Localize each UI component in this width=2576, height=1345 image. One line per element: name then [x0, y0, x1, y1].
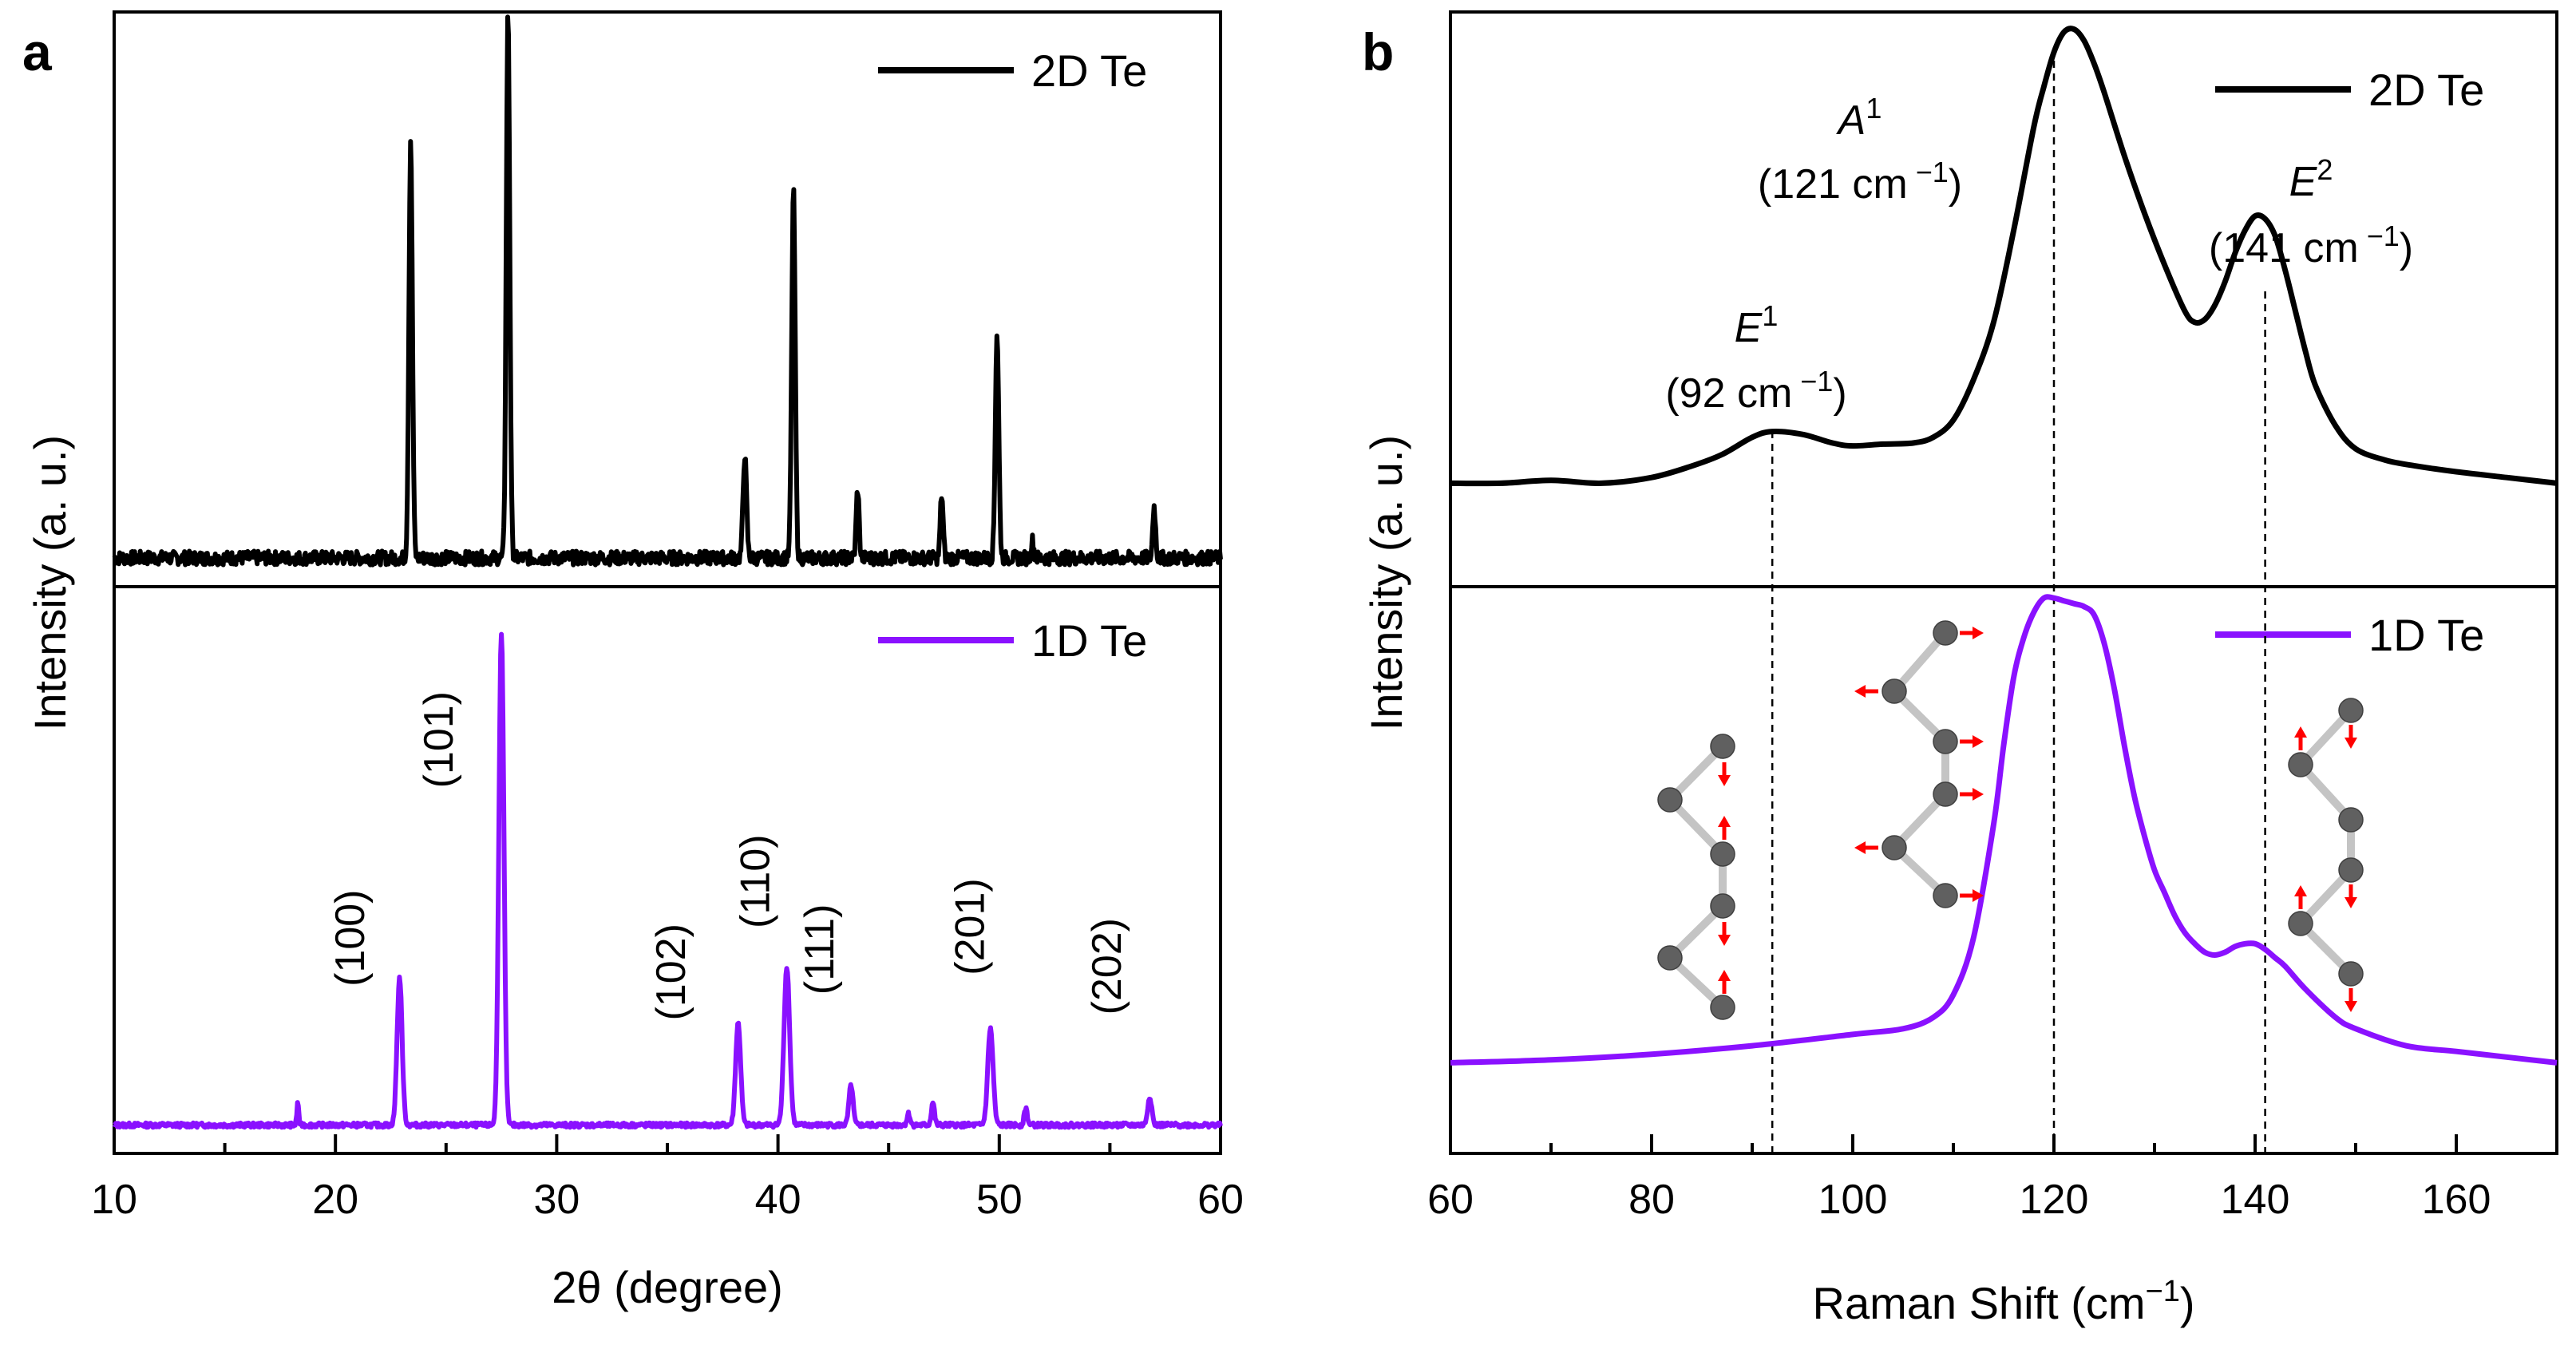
panel-b-x-tick-label: 80	[1628, 1177, 1675, 1223]
peak-label: (111)	[797, 904, 843, 995]
peak-label: (201)	[947, 878, 993, 975]
peak-label: (101)	[416, 691, 462, 788]
panel-b-x-tick-label: 140	[2221, 1177, 2290, 1223]
annotation-a1-value: (121 cm −1)	[1758, 156, 1962, 208]
e1-mode-chain-illustration	[1657, 734, 1735, 1020]
legend-label-1d-te-b: 1D Te	[2368, 610, 2484, 660]
annotation-e1-symbol: E1	[1735, 299, 1779, 351]
legend-label-2d-te-b: 2D Te	[2368, 65, 2484, 115]
panel-b-x-tick-label: 120	[2020, 1177, 2089, 1223]
annotation-a1: A1 (121 cm −1)	[1758, 92, 1962, 208]
a1-mode-chain-illustration	[1854, 620, 1984, 908]
annotation-e2: E2 (141 cm −1)	[2209, 153, 2413, 271]
panel-b-x-tick-label: 60	[1427, 1177, 1474, 1223]
e2-bonds	[2297, 706, 2355, 978]
panel-a-x-ticks: 10 20 30 40 50 60	[91, 1134, 1244, 1223]
panel-a-x-axis-label: 2θ (degree)	[552, 1262, 783, 1312]
panel-a: a 10 20 30 40 50 60 Intensity (a. u.) 2θ (deg…	[22, 10, 1244, 1312]
annotation-e1: E1 (92 cm −1)	[1665, 299, 1846, 417]
e1-atoms	[1657, 734, 1735, 1020]
panel-b-x-ticks: 60 80 100 120 140 160	[1427, 1134, 2558, 1223]
annotation-e1-value: (92 cm −1)	[1665, 365, 1846, 417]
peak-labels: (100) (101) (102) (110) (111) (201) (202)	[327, 691, 1130, 1021]
panel-b-x-tick-label: 160	[2422, 1177, 2491, 1223]
panel-b-y-axis-label: Intensity (a. u.)	[1361, 435, 1411, 730]
panel-b-label: b	[1362, 22, 1394, 81]
annotation-e2-symbol: E2	[2289, 153, 2333, 205]
peak-label: (100)	[327, 889, 374, 986]
e2-mode-chain-illustration	[2288, 698, 2364, 1012]
panel-a-label: a	[22, 22, 53, 81]
series-line-2d-te-xrd	[112, 14, 1223, 568]
peak-label: (110)	[733, 834, 779, 928]
legend-label-1d-te-a: 1D Te	[1031, 615, 1147, 666]
panel-b-x-tick-label: 100	[1818, 1177, 1888, 1223]
annotation-a1-symbol: A1	[1836, 92, 1882, 144]
a1-atoms	[1882, 620, 1958, 908]
panel-a-y-axis-label: Intensity (a. u.)	[25, 435, 75, 730]
panel-b: b 60 80 100 120 140 160 Intensity (a. u.) Ram…	[1361, 10, 2558, 1328]
series-line-1d-te-raman	[1450, 594, 2558, 1066]
legend-label-2d-te-a: 2D Te	[1031, 45, 1147, 96]
panel-a-x-tick-label: 40	[755, 1177, 801, 1223]
panel-b-frame	[1449, 10, 2558, 1155]
panel-a-x-tick-label: 10	[91, 1177, 137, 1223]
panel-a-x-tick-label: 30	[533, 1177, 580, 1223]
series-line-1d-te-xrd	[112, 631, 1223, 1130]
e2-atoms	[2288, 698, 2364, 987]
panel-b-x-axis-label: Raman Shift (cm−1)	[1813, 1275, 2195, 1328]
peak-label: (102)	[648, 924, 694, 1020]
series-line-2d-te-raman	[1450, 26, 2558, 487]
e1-bonds	[1666, 742, 1727, 1011]
annotation-e2-value: (141 cm −1)	[2209, 220, 2413, 271]
panel-a-x-tick-label: 60	[1197, 1177, 1244, 1223]
peak-label: (202)	[1084, 918, 1130, 1015]
panel-a-x-tick-label: 20	[312, 1177, 358, 1223]
panel-a-x-tick-label: 50	[976, 1177, 1023, 1223]
